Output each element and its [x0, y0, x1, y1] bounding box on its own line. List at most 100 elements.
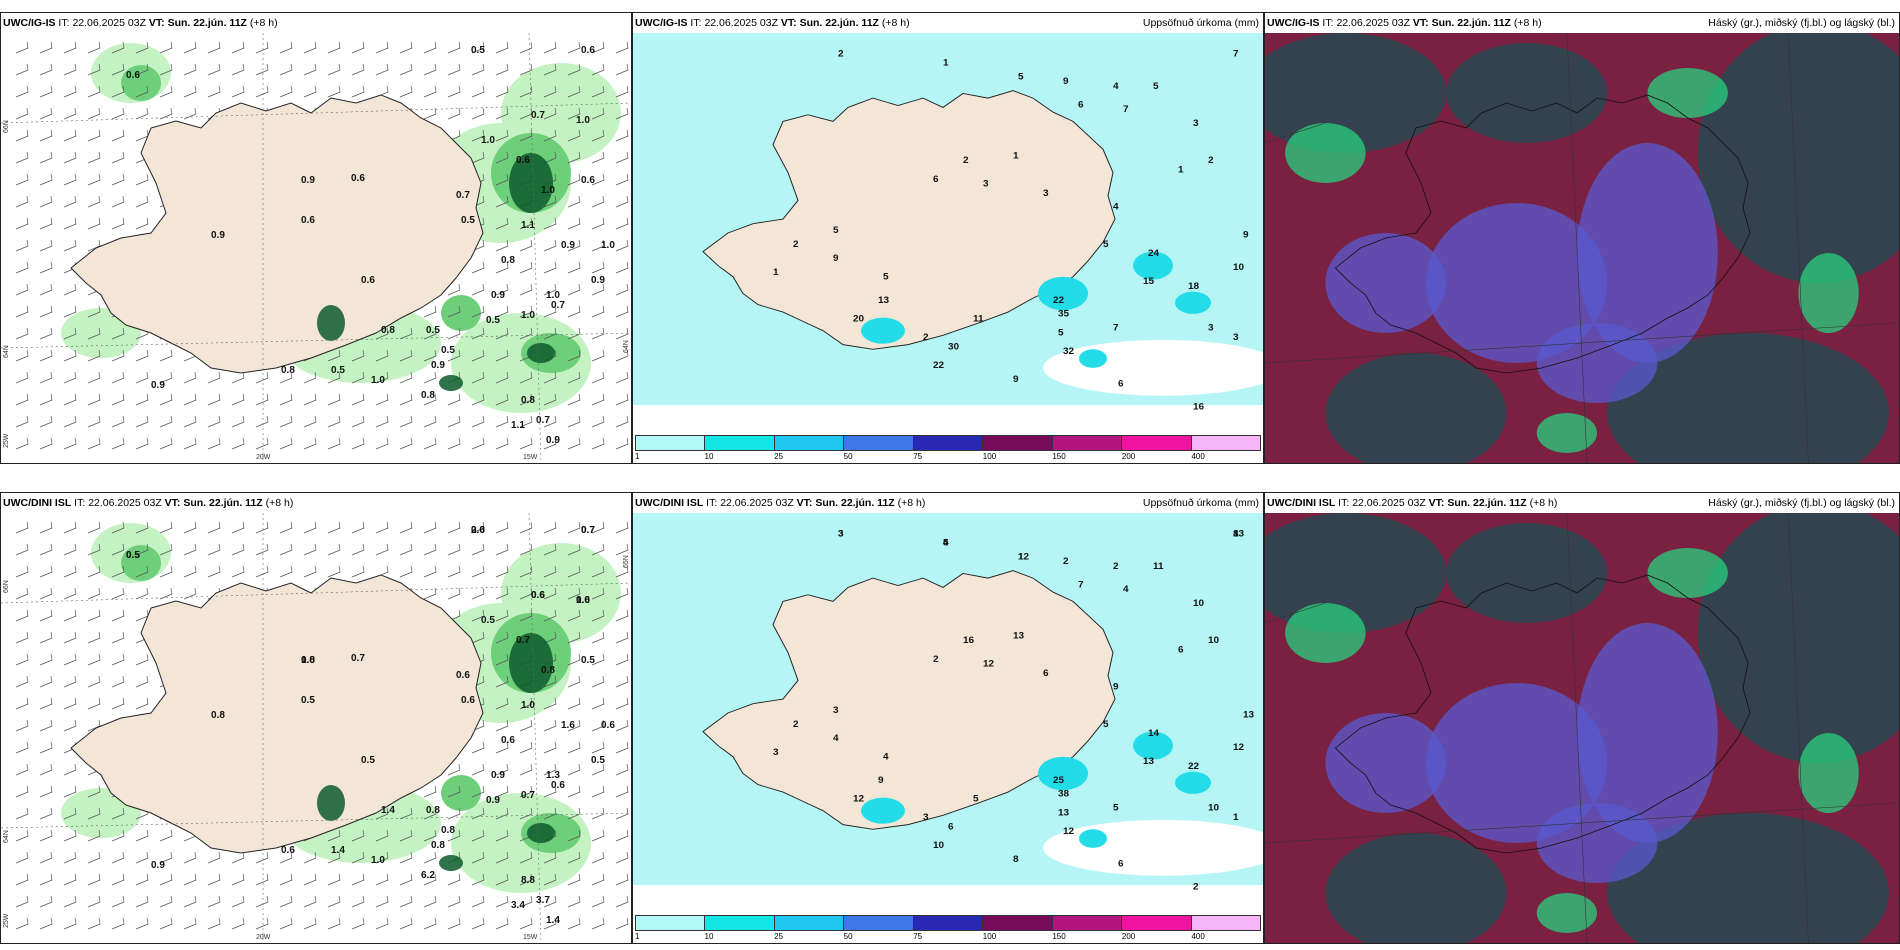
- value-label: 2: [793, 719, 799, 730]
- value-label: 0.9: [546, 435, 560, 446]
- lat-label: 64N: [3, 345, 10, 358]
- value-label: 13: [1058, 808, 1070, 819]
- precip-area: [441, 775, 481, 811]
- value-label: 12: [1233, 743, 1244, 754]
- value-label: 0.8: [501, 255, 515, 266]
- panel-title: Háský (gr.), miðský (fj.bl.) og lágský (…: [1708, 497, 1895, 509]
- value-label: 0.5: [301, 695, 315, 706]
- value-label: 30: [948, 342, 959, 353]
- value-label: 0.7: [581, 525, 595, 536]
- value-label: 4: [1123, 584, 1129, 595]
- precip-core: [527, 823, 555, 843]
- lead-time: (+8 h): [1529, 497, 1558, 509]
- lead-time: (+8 h): [1513, 17, 1542, 29]
- land-iceland: [702, 90, 1116, 350]
- value-label: 0.8: [211, 710, 225, 721]
- map-wind[interactable]: 0.6 0.7 0.5 0.6 1.0 0.8 0.7 0.8 0.5 0.7 0.6 0.8 0.5 0…: [1, 513, 631, 943]
- value-label: 35: [1058, 309, 1070, 320]
- value-label: 0.8: [441, 825, 455, 836]
- value-label: 2: [963, 156, 969, 167]
- value-label: 1.0: [576, 115, 590, 126]
- panel-header: UWC/DINI ISL IT: 22.06.2025 03Z VT: Sun.…: [1265, 493, 1899, 513]
- value-label: 4: [943, 538, 949, 549]
- colorbar-tick-label: 75: [913, 452, 923, 461]
- panel-wind-igis: UWC/IG-IS IT: 22.06.2025 03Z VT: Sun. 22…: [0, 12, 632, 464]
- precip-area: [1079, 349, 1107, 368]
- value-label: 0.5: [581, 655, 595, 666]
- cloud-area: [1536, 413, 1598, 453]
- panel-title: Háský (gr.), miðský (fj.bl.) og lágský (…: [1708, 17, 1895, 29]
- value-label: 0.5: [591, 755, 605, 766]
- value-label: 0.6: [281, 845, 295, 856]
- value-label: 1.1: [511, 420, 525, 431]
- value-label: 0.5: [426, 325, 440, 336]
- colorbar-swatch: [774, 916, 845, 930]
- map-cloud[interactable]: [1265, 513, 1899, 943]
- panel-cloud-dini: UWC/DINI ISL IT: 22.06.2025 03Z VT: Sun.…: [1264, 492, 1900, 944]
- value-label: 10: [1193, 598, 1204, 609]
- init-time: 22.06.2025 03Z: [704, 17, 778, 29]
- value-label: 2: [1208, 156, 1214, 167]
- precip-area: [861, 317, 905, 344]
- value-label: 4: [1113, 202, 1119, 213]
- value-label: 9: [1063, 76, 1069, 87]
- lead-time: (+8 h): [265, 497, 294, 509]
- colorbar-tick-label: 150: [1052, 452, 1066, 461]
- lead-time: (+8 h): [881, 17, 910, 29]
- value-label: 16: [1193, 402, 1205, 413]
- value-label: 0.6: [501, 735, 515, 746]
- map-precip[interactable]: 2 1 7 5 9 4 5 6 7 3 2 1 2 1 6 3 3 4 5 5 2 1 9 5 13 20 2 11 22 30 22 35 5…: [633, 33, 1263, 433]
- colorbar-tick-label: 400: [1191, 452, 1205, 461]
- lead-time: (+8 h): [897, 497, 926, 509]
- colorbar-ticks: 1 10 25 50 75 100 150 200 400: [635, 932, 1261, 942]
- colorbar-swatch: [774, 436, 845, 450]
- value-label: 1.0: [541, 185, 555, 196]
- land-iceland: [70, 574, 484, 854]
- value-label: 13: [1143, 756, 1155, 767]
- value-label: 11: [1153, 561, 1164, 572]
- value-label: 3: [923, 812, 929, 823]
- value-label: 9: [878, 775, 884, 786]
- value-label: 2: [793, 239, 799, 250]
- precip-area: [1038, 276, 1088, 311]
- value-label: 1.0: [301, 655, 315, 666]
- panel-title: Uppsöfnuð úrkoma (mm): [1142, 497, 1259, 509]
- value-label: 0.6: [361, 275, 375, 286]
- value-label: 8: [1233, 529, 1239, 540]
- map-cloud[interactable]: [1265, 33, 1899, 463]
- cloud-area: [1607, 333, 1889, 463]
- precip-core: [439, 375, 463, 391]
- colorbar-swatch: [636, 436, 706, 450]
- value-label: 1.0: [521, 700, 535, 711]
- init-prefix: IT:: [706, 497, 718, 509]
- cloud-area: [1576, 143, 1718, 363]
- lon-label: 15W: [523, 454, 538, 461]
- value-label: 3: [838, 529, 844, 540]
- precip-area: [1175, 291, 1211, 314]
- panel-cloud-igis: UWC/IG-IS IT: 22.06.2025 03Z VT: Sun. 22…: [1264, 12, 1900, 464]
- init-prefix: IT:: [1338, 497, 1350, 509]
- value-label: 4: [833, 733, 839, 744]
- value-label: 7: [1113, 323, 1119, 334]
- value-label: 1.0: [481, 135, 495, 146]
- map-precip[interactable]: 3 5 8 1 2 2 11 7 4 10 10 6 16 13 2 12 6 9 5 3 2 3 4 4 9 12 3 5 10 6 25…: [633, 513, 1263, 913]
- value-label: 0.6: [471, 525, 485, 536]
- value-label: 0.7: [521, 790, 535, 801]
- value-label: 2: [923, 332, 929, 343]
- value-label: 0.6: [126, 70, 140, 81]
- value-label: 20: [853, 314, 864, 325]
- value-label: 9: [1013, 374, 1019, 385]
- value-label: 3: [1233, 332, 1239, 343]
- cloud-area: [1325, 833, 1507, 943]
- value-label: 12: [1018, 552, 1029, 563]
- value-label: 5: [833, 225, 839, 236]
- precip-core: [439, 855, 463, 871]
- map-wind[interactable]: 0.5 0.6 0.6 0.7 1.0 0.9 0.6 0.9 1.0 0.6 0.7 1.0 0.6 0…: [1, 33, 631, 463]
- value-label: 0.8: [541, 665, 555, 676]
- value-label: 0.7: [581, 525, 595, 536]
- precip-core: [509, 633, 553, 693]
- init-prefix: IT:: [74, 497, 86, 509]
- precip-area: [121, 65, 161, 101]
- value-label: 1.0: [371, 855, 385, 866]
- value-label: 1.3: [546, 770, 560, 781]
